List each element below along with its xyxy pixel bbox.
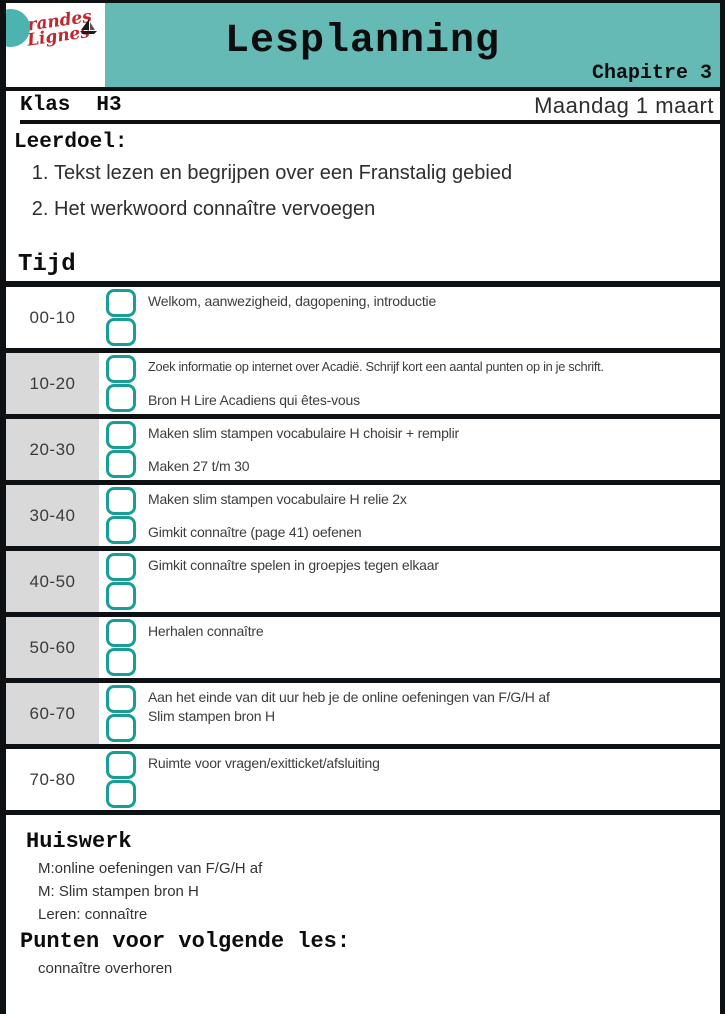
activity-cell: Zoek informatie op internet over Acadië.… xyxy=(136,353,720,414)
schedule-row: 60-70 Aan het einde van dit uur heb je d… xyxy=(6,683,720,749)
checkbox[interactable] xyxy=(106,450,136,478)
schedule-row: 20-30 Maken slim stampen vocabulaire H c… xyxy=(6,419,720,485)
time-label: 10-20 xyxy=(29,373,76,393)
schedule-table: 00-10 Welkom, aanwezigheid, dagopening, … xyxy=(6,281,720,815)
checkbox[interactable] xyxy=(106,553,136,581)
activity-text: Gimkit connaître (page 41) oefenen xyxy=(148,524,362,540)
checkbox[interactable] xyxy=(106,619,136,647)
checkbox-column xyxy=(106,287,136,348)
checkbox[interactable] xyxy=(106,780,136,808)
class-label: Klas xyxy=(20,94,71,117)
goals-list: Tekst lezen en begrijpen over een Franst… xyxy=(6,162,720,221)
checkbox[interactable] xyxy=(106,751,136,779)
activity-cell: Maken slim stampen vocabulaire H choisir… xyxy=(136,419,720,480)
time-label: 30-40 xyxy=(29,505,76,525)
time-label: 00-10 xyxy=(29,307,76,327)
homework-item: M:online oefeningen van F/G/H af xyxy=(38,860,263,877)
activity-text: Welkom, aanwezigheid, dagopening, introd… xyxy=(148,293,437,309)
activity-cell: Ruimte voor vragen/exitticket/afsluiting xyxy=(136,749,720,810)
homework-item: Leren: connaître xyxy=(38,906,148,923)
date-label: Maandag 1 maart xyxy=(534,92,714,118)
schedule-row: 00-10 Welkom, aanwezigheid, dagopening, … xyxy=(6,287,720,353)
subheader-divider xyxy=(20,120,720,124)
next-lesson-heading: Punten voor volgende les: xyxy=(20,929,351,954)
header-divider xyxy=(6,87,720,91)
time-cell: 50-60 xyxy=(6,617,99,678)
activity-text: Maken 27 t/m 30 xyxy=(148,458,250,474)
checkbox[interactable] xyxy=(106,582,136,610)
checkbox-column xyxy=(106,617,136,678)
next-lesson-item: connaître overhoren xyxy=(38,960,173,977)
time-label: 20-30 xyxy=(29,439,76,459)
activity-text: Zoek informatie op internet over Acadië.… xyxy=(148,359,604,374)
schedule-row: 10-20 Zoek informatie op internet over A… xyxy=(6,353,720,419)
time-label: 40-50 xyxy=(29,571,76,591)
activity-cell: Maken slim stampen vocabulaire H relie 2… xyxy=(136,485,720,546)
checkbox-column xyxy=(106,683,136,744)
checkbox[interactable] xyxy=(106,487,136,515)
time-cell: 30-40 xyxy=(6,485,99,546)
activity-text: Ruimte voor vragen/exitticket/afsluiting xyxy=(148,755,380,771)
activity-text: Maken slim stampen vocabulaire H choisir… xyxy=(148,425,459,441)
goal-item: Tekst lezen en begrijpen over een Franst… xyxy=(54,162,720,185)
activity-text: Herhalen connaître xyxy=(148,623,264,639)
header: Grandes Lignes Lesplanning Chapitre 3 xyxy=(6,3,720,87)
time-label: 60-70 xyxy=(29,703,76,723)
time-cell: 20-30 xyxy=(6,419,99,480)
checkbox[interactable] xyxy=(106,516,136,544)
activity-cell: Herhalen connaître xyxy=(136,617,720,678)
homework-list: M:online oefeningen van F/G/H af M: Slim… xyxy=(38,860,720,923)
time-label: 70-80 xyxy=(29,769,76,789)
goal-item: Het werkwoord connaître vervoegen xyxy=(54,198,720,221)
checkbox[interactable] xyxy=(106,714,136,742)
checkbox[interactable] xyxy=(106,318,136,346)
goals-heading: Leerdoel: xyxy=(14,131,128,154)
checkbox-column xyxy=(106,749,136,810)
activity-text: Bron H Lire Acadiens qui êtes-vous xyxy=(148,392,360,408)
class-field: Klas H3 xyxy=(20,94,122,117)
time-cell: 70-80 xyxy=(6,749,99,810)
activity-text: Gimkit connaître spelen in groepjes tege… xyxy=(148,557,439,573)
checkbox-column xyxy=(106,551,136,612)
checkbox[interactable] xyxy=(106,384,136,412)
checkbox[interactable] xyxy=(106,648,136,676)
checkbox[interactable] xyxy=(106,355,136,383)
checkbox-column xyxy=(106,485,136,546)
time-cell: 10-20 xyxy=(6,353,99,414)
schedule-heading: Tijd xyxy=(18,251,76,278)
subheader: Klas H3 Maandag 1 maart xyxy=(6,91,720,120)
time-label: 50-60 xyxy=(29,637,76,657)
checkbox[interactable] xyxy=(106,289,136,317)
schedule-row: 70-80 Ruimte voor vragen/exitticket/afsl… xyxy=(6,749,720,810)
schedule-row: 30-40 Maken slim stampen vocabulaire H r… xyxy=(6,485,720,551)
checkbox-column xyxy=(106,353,136,414)
header-band: Lesplanning Chapitre 3 xyxy=(105,3,720,87)
time-cell: 00-10 xyxy=(6,287,99,348)
homework-item: M: Slim stampen bron H xyxy=(38,883,199,900)
time-cell: 40-50 xyxy=(6,551,99,612)
checkbox-column xyxy=(106,419,136,480)
activity-cell: Welkom, aanwezigheid, dagopening, introd… xyxy=(136,287,720,348)
time-cell: 60-70 xyxy=(6,683,99,744)
activity-cell: Aan het einde van dit uur heb je de onli… xyxy=(136,683,720,744)
checkbox[interactable] xyxy=(106,685,136,713)
activity-text: Slim stampen bron H xyxy=(148,708,275,724)
schedule-row: 40-50 Gimkit connaître spelen in groepje… xyxy=(6,551,720,617)
activity-text: Maken slim stampen vocabulaire H relie 2… xyxy=(148,491,407,507)
schedule-row: 50-60 Herhalen connaître xyxy=(6,617,720,683)
checkbox[interactable] xyxy=(106,421,136,449)
chapter-label: Chapitre 3 xyxy=(591,62,712,85)
activity-text: Aan het einde van dit uur heb je de onli… xyxy=(148,689,550,705)
homework-heading: Huiswerk xyxy=(26,829,132,854)
class-value: H3 xyxy=(96,94,122,117)
activity-cell: Gimkit connaître spelen in groepjes tege… xyxy=(136,551,720,612)
page-title: Lesplanning xyxy=(225,19,501,64)
sailboat-icon xyxy=(80,19,98,40)
